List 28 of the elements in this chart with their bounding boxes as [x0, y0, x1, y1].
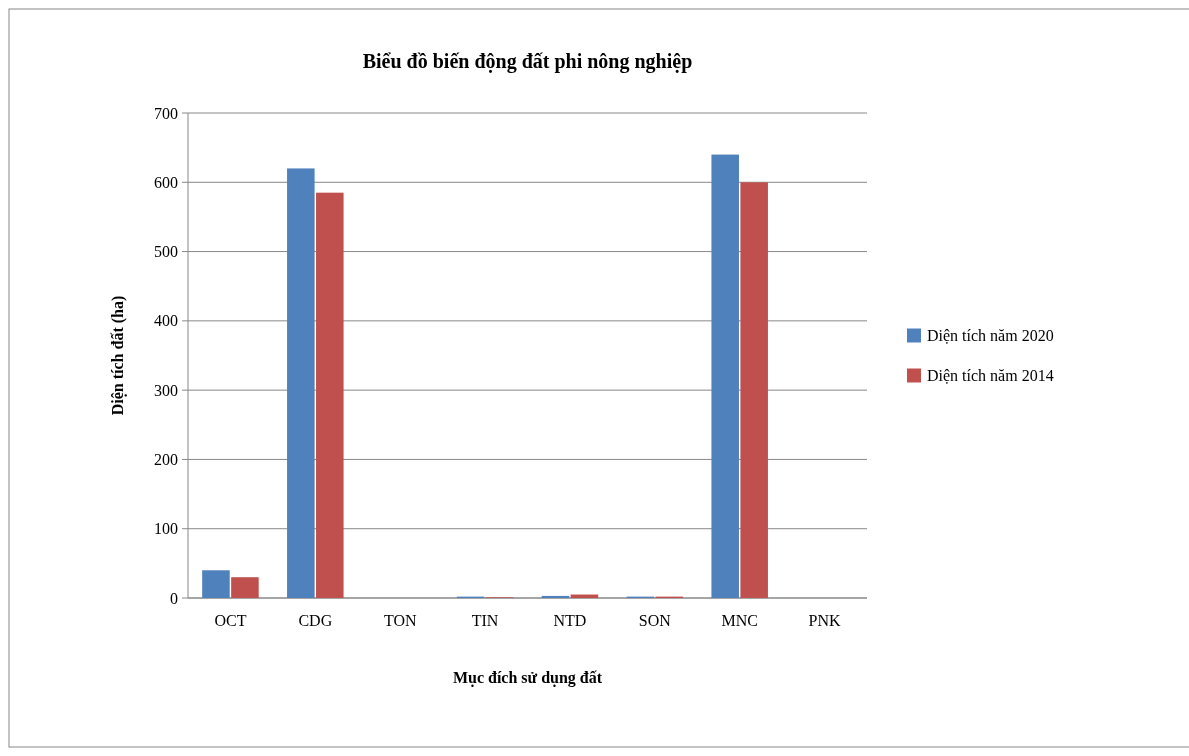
bar	[711, 154, 739, 598]
x-tick-label: CDG	[298, 612, 333, 629]
legend-label: Diện tích năm 2020	[927, 327, 1054, 345]
y-tick-label: 400	[154, 312, 178, 330]
bar	[287, 168, 315, 598]
y-tick-label: 300	[154, 381, 178, 399]
x-tick-label: OCT	[214, 612, 247, 629]
y-tick-label: 700	[154, 104, 178, 122]
y-tick-label: 200	[154, 451, 178, 469]
chart-title: Biểu đồ biến động đất phi nông nghiệp	[362, 50, 693, 73]
y-tick-label: 0	[170, 589, 178, 607]
x-tick-label: PNK	[808, 612, 842, 629]
y-axis-title: Diện tích đất (ha)	[109, 295, 127, 416]
x-tick-label: TIN	[471, 612, 499, 629]
x-tick-label: SON	[638, 612, 672, 629]
bar	[202, 570, 230, 598]
bar	[231, 577, 259, 598]
bar	[316, 192, 344, 598]
y-tick-label: 100	[154, 520, 178, 538]
x-tick-label: TON	[383, 612, 417, 629]
legend-label: Diện tích năm 2014	[927, 367, 1054, 385]
x-tick-label: NTD	[553, 612, 587, 629]
x-axis-title: Mục đích sử dụng đất	[452, 669, 603, 687]
x-tick-label: MNC	[721, 612, 758, 629]
y-tick-label: 500	[154, 243, 178, 261]
y-tick-label: 600	[154, 173, 178, 191]
bar	[740, 182, 768, 598]
bar	[541, 595, 570, 598]
